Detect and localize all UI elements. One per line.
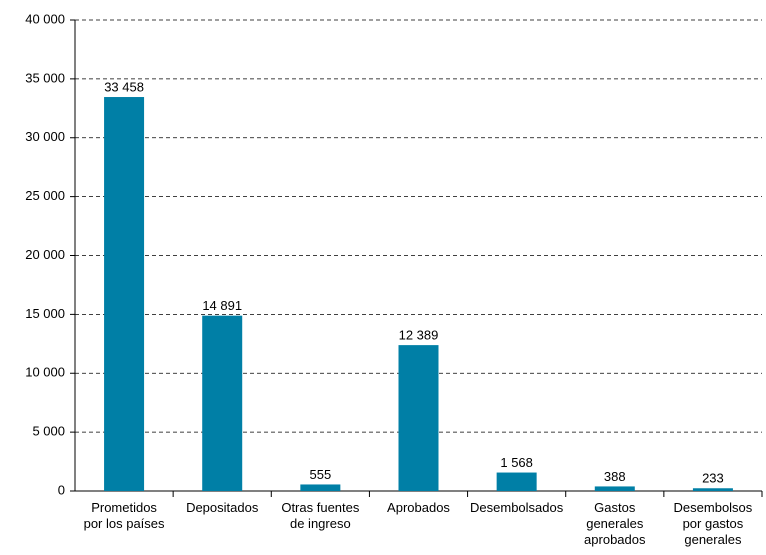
bar	[104, 97, 145, 492]
bar	[398, 345, 439, 491]
y-tick-label: 5 000	[32, 424, 65, 439]
y-tick-label: 10 000	[25, 365, 65, 380]
value-label: 388	[604, 469, 626, 484]
value-label: 12 389	[399, 328, 439, 343]
y-tick-label: 30 000	[25, 129, 65, 144]
bar	[202, 315, 243, 491]
x-tick-label: Aprobados	[387, 500, 450, 515]
x-tick-label: Otras fuentes de ingreso	[281, 500, 360, 531]
y-tick-label: 15 000	[25, 306, 65, 321]
value-label: 1 568	[500, 455, 533, 470]
x-tick-label: Desembolsos por gastos generales	[673, 500, 753, 547]
bar	[594, 486, 635, 491]
y-tick-label: 20 000	[25, 247, 65, 262]
x-tick-label: Prometidos por los países	[83, 500, 165, 531]
y-tick-label: 40 000	[25, 11, 65, 26]
y-tick-label: 0	[58, 482, 65, 497]
x-tick-label: Desembolsados	[470, 500, 564, 515]
x-tick-label: Gastos generales aprobados	[584, 500, 646, 547]
bar	[496, 472, 537, 491]
y-tick-label: 35 000	[25, 70, 65, 85]
value-label: 555	[310, 467, 332, 482]
y-tick-label: 25 000	[25, 188, 65, 203]
value-label: 33 458	[104, 79, 144, 94]
value-label: 14 891	[202, 298, 242, 313]
x-tick-label: Depositados	[186, 500, 259, 515]
bar	[692, 488, 733, 491]
bar	[300, 484, 341, 491]
value-label: 233	[702, 471, 724, 486]
